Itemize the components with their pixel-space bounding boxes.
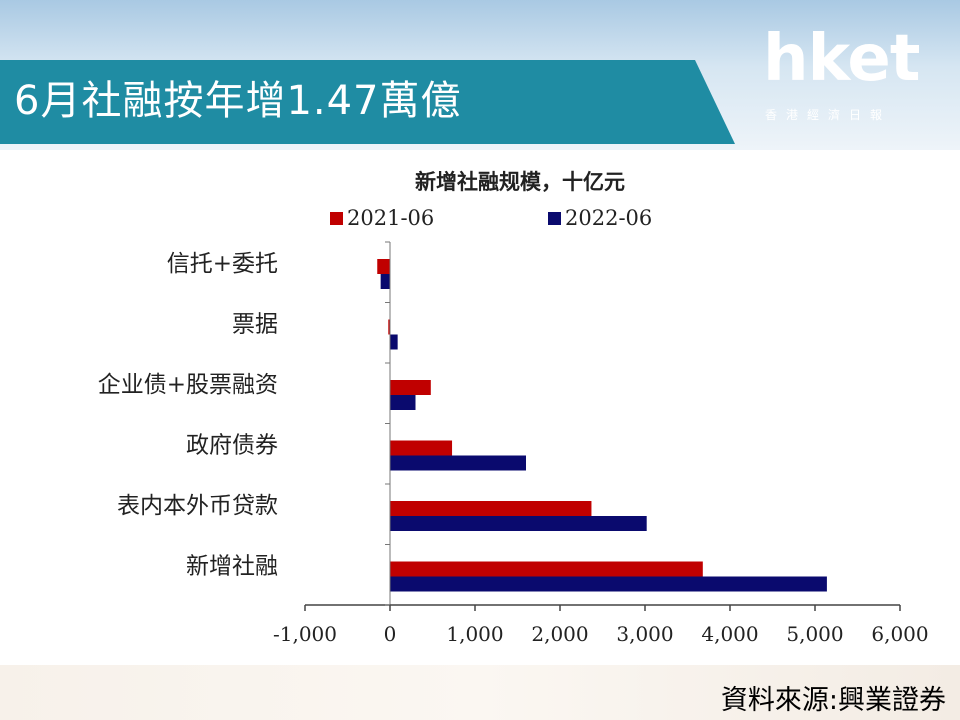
category-label-1: 票据 <box>232 312 278 338</box>
category-label-4: 表内本外币贷款 <box>117 493 278 519</box>
bar-chart: 新增社融规模，十亿元 2021-06 2022-06 -1,000 0 1,000 2,… <box>98 169 929 646</box>
x-tick-label-5: 4,000 <box>701 622 758 646</box>
bar-2021-06-1 <box>388 319 390 335</box>
bar-2022-06-4 <box>390 516 647 531</box>
logo-text: hket <box>763 22 920 96</box>
page-title: 6月社融按年增1.47萬億 <box>14 78 462 124</box>
legend-swatch-2022-06 <box>548 212 561 225</box>
x-tick-label-6: 5,000 <box>786 622 843 646</box>
bar-2022-06-0 <box>380 274 390 289</box>
bar-2021-06-3 <box>390 440 453 456</box>
x-tick-label-0: -1,000 <box>273 622 337 646</box>
x-tick-label-1: 0 <box>384 622 397 646</box>
logo-subtitle: 香港經濟日報 <box>765 108 892 122</box>
legend-label-2022-06: 2022-06 <box>565 206 652 230</box>
category-label-2: 企业债+股票融资 <box>98 372 278 398</box>
x-tick-label-2: 1,000 <box>446 622 503 646</box>
bar-2021-06-5 <box>390 561 703 577</box>
x-tick-label-4: 3,000 <box>616 622 673 646</box>
x-tick-label-7: 6,000 <box>871 622 928 646</box>
footer-background <box>0 665 960 720</box>
chart-title: 新增社融规模，十亿元 <box>415 169 625 194</box>
bar-2022-06-2 <box>390 395 416 410</box>
chart-axis: -1,000 0 1,000 2,000 3,000 4,000 5,000 6,000 <box>273 241 929 646</box>
bar-2021-06-4 <box>390 501 592 516</box>
legend-label-2021-06: 2021-06 <box>347 206 434 230</box>
category-label-0: 信托+委托 <box>167 251 278 277</box>
chart-legend: 2021-06 2022-06 <box>330 206 652 230</box>
source-note: 資料來源:興業證券 <box>720 685 946 716</box>
title-banner <box>0 60 735 144</box>
bar-2022-06-5 <box>390 576 827 592</box>
bar-2021-06-0 <box>377 259 390 274</box>
x-tick-label-3: 2,000 <box>531 622 588 646</box>
legend-swatch-2021-06 <box>330 212 343 225</box>
category-label-3: 政府债券 <box>186 433 278 459</box>
chart-bars <box>377 259 827 592</box>
bar-2022-06-3 <box>390 455 526 471</box>
category-label-5: 新增社融 <box>186 554 278 580</box>
bar-2021-06-2 <box>390 380 431 395</box>
hket-logo: hket 香港經濟日報 <box>735 22 960 140</box>
bar-2022-06-1 <box>390 334 398 350</box>
